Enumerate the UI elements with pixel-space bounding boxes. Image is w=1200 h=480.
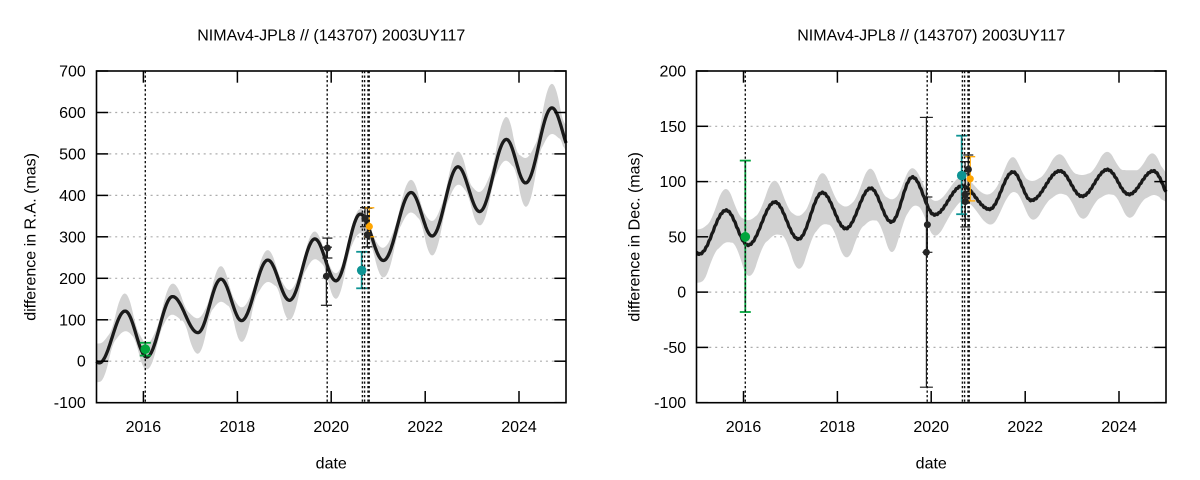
svg-text:difference in Dec. (mas): difference in Dec. (mas) <box>627 152 644 322</box>
svg-text:NIMAv4-JPL8 // (143707) 2003UY: NIMAv4-JPL8 // (143707) 2003UY117 <box>797 27 1065 44</box>
svg-text:-100: -100 <box>54 395 86 412</box>
svg-text:200: 200 <box>659 64 686 81</box>
svg-text:2022: 2022 <box>407 419 443 436</box>
svg-text:difference in R.A. (mas): difference in R.A. (mas) <box>23 153 40 321</box>
svg-text:150: 150 <box>659 119 686 136</box>
svg-text:100: 100 <box>659 174 686 191</box>
svg-text:2024: 2024 <box>1101 419 1137 436</box>
svg-text:200: 200 <box>59 271 86 288</box>
svg-text:100: 100 <box>59 312 86 329</box>
svg-text:50: 50 <box>668 229 686 246</box>
svg-text:2016: 2016 <box>126 419 162 436</box>
svg-text:2016: 2016 <box>726 419 762 436</box>
svg-text:2018: 2018 <box>820 419 856 436</box>
svg-text:2018: 2018 <box>220 419 256 436</box>
svg-text:700: 700 <box>59 64 86 81</box>
svg-text:0: 0 <box>677 285 686 302</box>
svg-text:400: 400 <box>59 188 86 205</box>
svg-text:600: 600 <box>59 105 86 122</box>
svg-text:NIMAv4-JPL8 // (143707) 2003UY: NIMAv4-JPL8 // (143707) 2003UY117 <box>197 27 465 44</box>
svg-text:date: date <box>316 456 347 473</box>
svg-text:0: 0 <box>77 354 86 371</box>
svg-text:2024: 2024 <box>501 419 537 436</box>
svg-text:2020: 2020 <box>913 419 949 436</box>
svg-text:300: 300 <box>59 229 86 246</box>
svg-text:date: date <box>916 456 947 473</box>
svg-text:-100: -100 <box>654 395 686 412</box>
svg-text:-50: -50 <box>663 340 686 357</box>
svg-text:500: 500 <box>59 146 86 163</box>
svg-text:2020: 2020 <box>313 419 349 436</box>
svg-text:2022: 2022 <box>1007 419 1043 436</box>
